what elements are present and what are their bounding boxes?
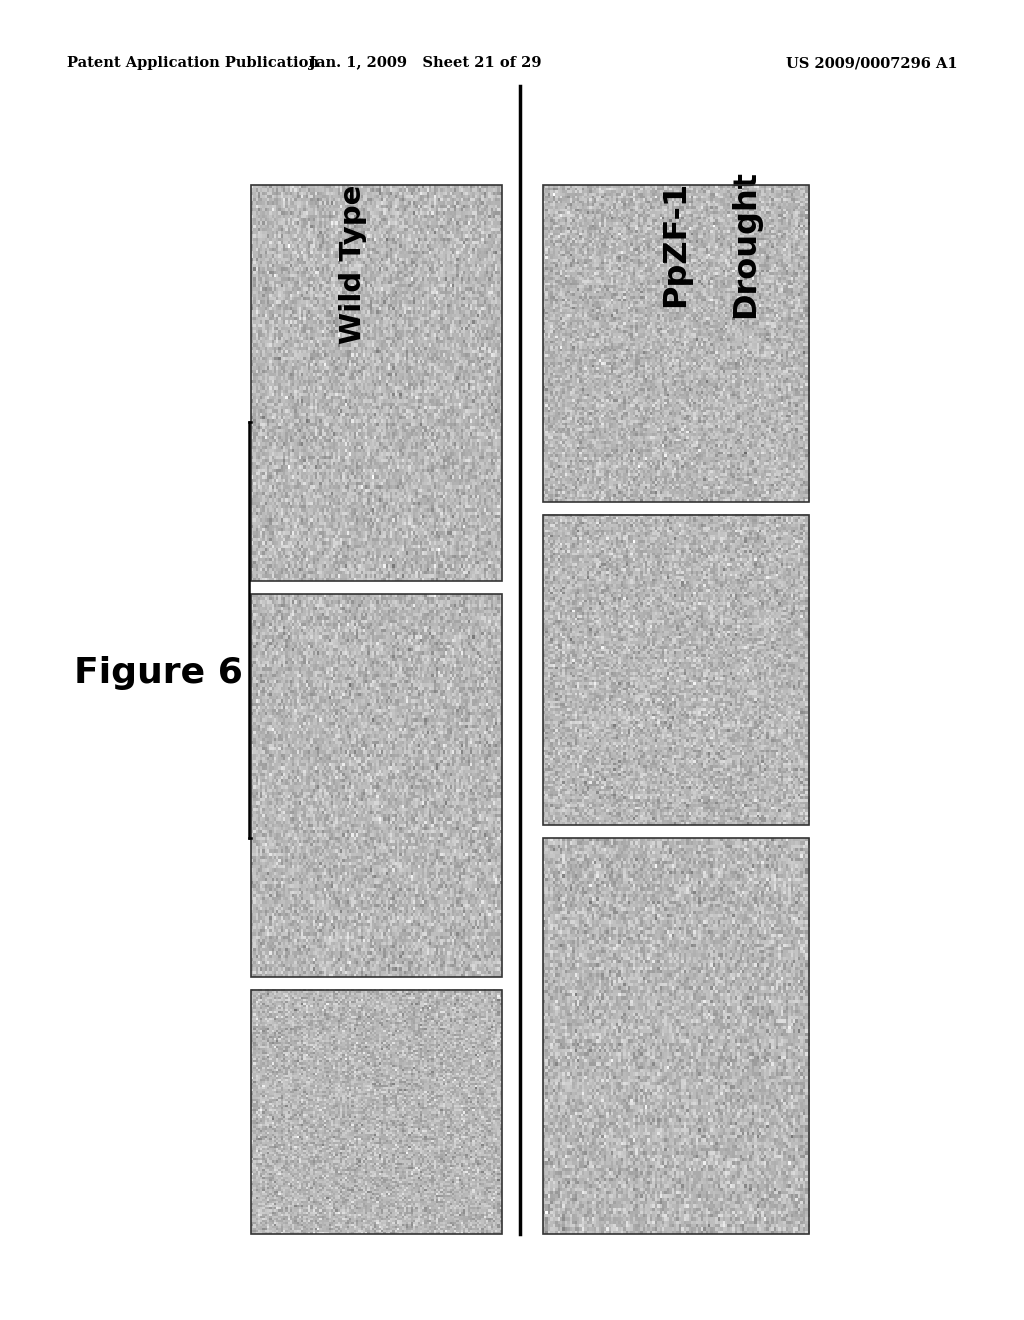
Text: Jan. 1, 2009   Sheet 21 of 29: Jan. 1, 2009 Sheet 21 of 29	[308, 57, 542, 70]
Text: Drought: Drought	[730, 170, 761, 318]
Text: Patent Application Publication: Patent Application Publication	[67, 57, 318, 70]
Text: US 2009/0007296 A1: US 2009/0007296 A1	[785, 57, 957, 70]
Text: PpZF-1: PpZF-1	[660, 181, 691, 308]
Text: Figure 6: Figure 6	[75, 656, 243, 690]
Bar	[251, 594, 502, 977]
Bar	[251, 990, 502, 1234]
Bar	[251, 185, 502, 581]
Bar	[543, 185, 809, 502]
Bar	[543, 838, 809, 1234]
Bar	[543, 515, 809, 825]
Text: Wild Type: Wild Type	[339, 185, 368, 343]
